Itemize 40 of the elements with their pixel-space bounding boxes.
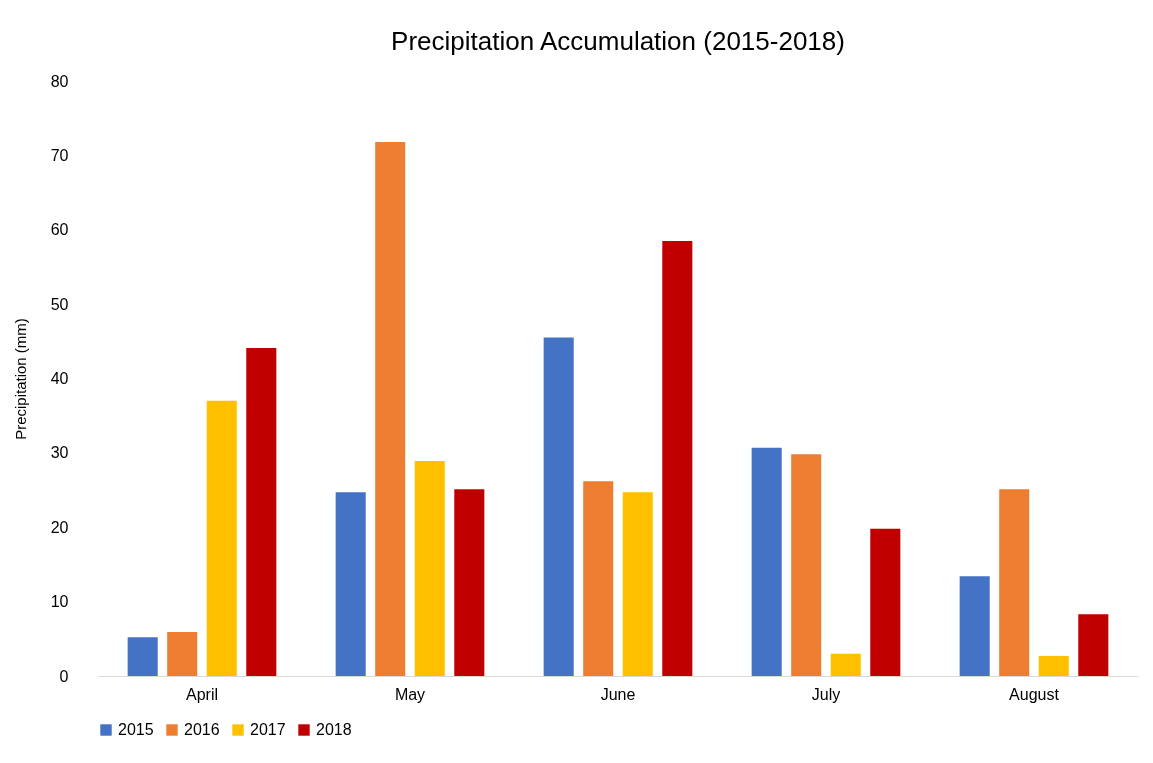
y-tick-label: 40 bbox=[50, 370, 69, 387]
bar bbox=[414, 461, 445, 676]
legend-label: 2016 bbox=[184, 721, 220, 738]
y-tick-label: 50 bbox=[50, 295, 69, 313]
legend-label: 2018 bbox=[316, 721, 352, 738]
bar bbox=[375, 141, 406, 676]
x-tick-label: June bbox=[600, 685, 636, 703]
bar bbox=[335, 492, 366, 676]
x-tick-label: July bbox=[811, 685, 841, 703]
bar bbox=[662, 240, 693, 676]
bar bbox=[206, 400, 237, 676]
bar bbox=[870, 528, 901, 676]
legend-label: 2015 bbox=[118, 721, 154, 738]
bar bbox=[622, 492, 653, 676]
y-axis-title: Precipitation (mm) bbox=[11, 318, 29, 440]
y-tick-label: 80 bbox=[50, 72, 69, 90]
bar bbox=[830, 653, 861, 676]
chart-title: Precipitation Accumulation (2015-2018) bbox=[391, 26, 845, 56]
bar bbox=[127, 637, 158, 676]
x-tick-label: August bbox=[1009, 685, 1060, 703]
bar bbox=[751, 447, 782, 676]
bar bbox=[1038, 655, 1069, 676]
y-tick-label: 10 bbox=[50, 593, 69, 611]
bar bbox=[246, 348, 277, 676]
bar bbox=[454, 489, 485, 676]
bar bbox=[791, 454, 822, 676]
y-tick-label: 60 bbox=[50, 221, 69, 239]
y-tick-label: 20 bbox=[50, 518, 69, 536]
y-tick-label: 30 bbox=[50, 444, 69, 462]
x-tick-label: April bbox=[185, 685, 219, 703]
bar bbox=[999, 489, 1030, 676]
y-tick-label: 70 bbox=[50, 146, 69, 164]
bar bbox=[543, 337, 574, 676]
bar bbox=[959, 576, 990, 676]
y-tick-label: 0 bbox=[59, 667, 69, 685]
bar bbox=[167, 632, 198, 676]
bar bbox=[583, 481, 614, 676]
x-tick-label: May bbox=[394, 685, 426, 703]
legend-label: 2017 bbox=[250, 721, 286, 738]
bar bbox=[1078, 614, 1109, 676]
